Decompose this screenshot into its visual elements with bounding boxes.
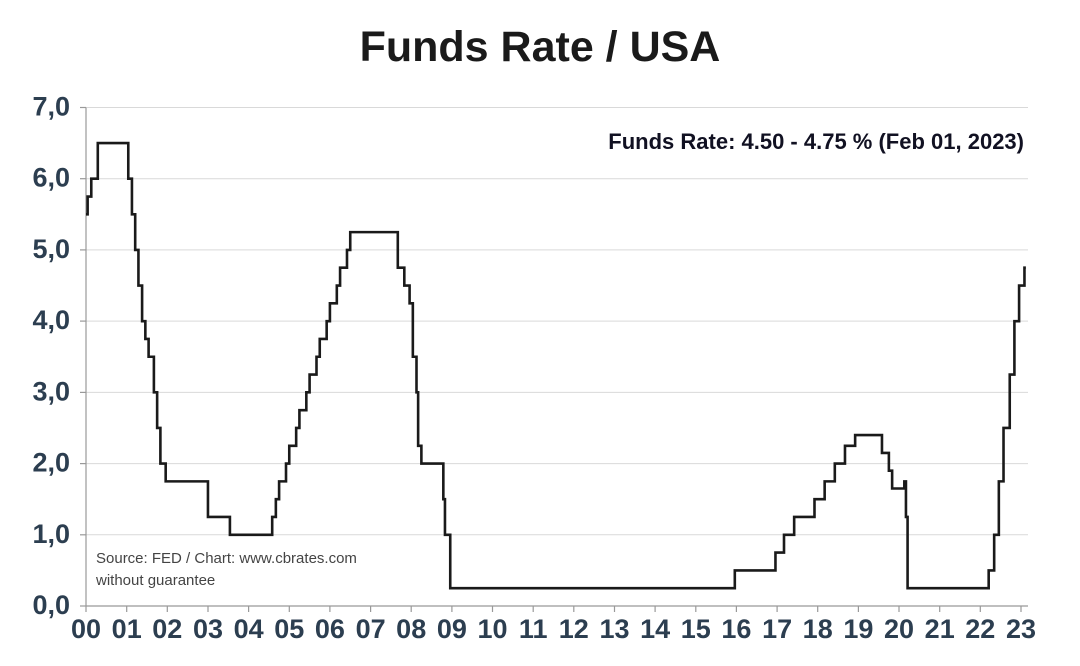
svg-text:06: 06 <box>315 614 345 644</box>
svg-text:4,0: 4,0 <box>32 305 70 335</box>
svg-text:22: 22 <box>965 614 995 644</box>
svg-text:2,0: 2,0 <box>32 448 70 478</box>
svg-text:08: 08 <box>396 614 426 644</box>
svg-text:7,0: 7,0 <box>32 92 70 122</box>
svg-text:12: 12 <box>559 614 589 644</box>
svg-text:20: 20 <box>884 614 914 644</box>
svg-text:14: 14 <box>640 614 670 644</box>
svg-text:19: 19 <box>843 614 873 644</box>
svg-text:5,0: 5,0 <box>32 234 70 264</box>
svg-text:3,0: 3,0 <box>32 376 70 406</box>
svg-text:6,0: 6,0 <box>32 163 70 193</box>
svg-text:Source: FED / Chart: www.cbrat: Source: FED / Chart: www.cbrates.com <box>96 550 357 567</box>
svg-text:00: 00 <box>71 614 101 644</box>
svg-text:02: 02 <box>152 614 182 644</box>
svg-text:13: 13 <box>599 614 629 644</box>
svg-text:16: 16 <box>721 614 751 644</box>
svg-text:21: 21 <box>925 614 955 644</box>
svg-text:05: 05 <box>274 614 304 644</box>
svg-text:17: 17 <box>762 614 792 644</box>
svg-text:11: 11 <box>519 614 548 644</box>
svg-text:10: 10 <box>477 614 507 644</box>
svg-text:01: 01 <box>112 614 142 644</box>
svg-text:without guarantee: without guarantee <box>95 572 215 589</box>
svg-text:03: 03 <box>193 614 223 644</box>
svg-text:1,0: 1,0 <box>32 519 70 549</box>
svg-text:15: 15 <box>681 614 711 644</box>
svg-text:18: 18 <box>803 614 833 644</box>
svg-text:09: 09 <box>437 614 467 644</box>
svg-text:23: 23 <box>1006 614 1036 644</box>
svg-text:07: 07 <box>356 614 386 644</box>
svg-text:04: 04 <box>234 614 264 644</box>
svg-text:0,0: 0,0 <box>32 590 70 620</box>
